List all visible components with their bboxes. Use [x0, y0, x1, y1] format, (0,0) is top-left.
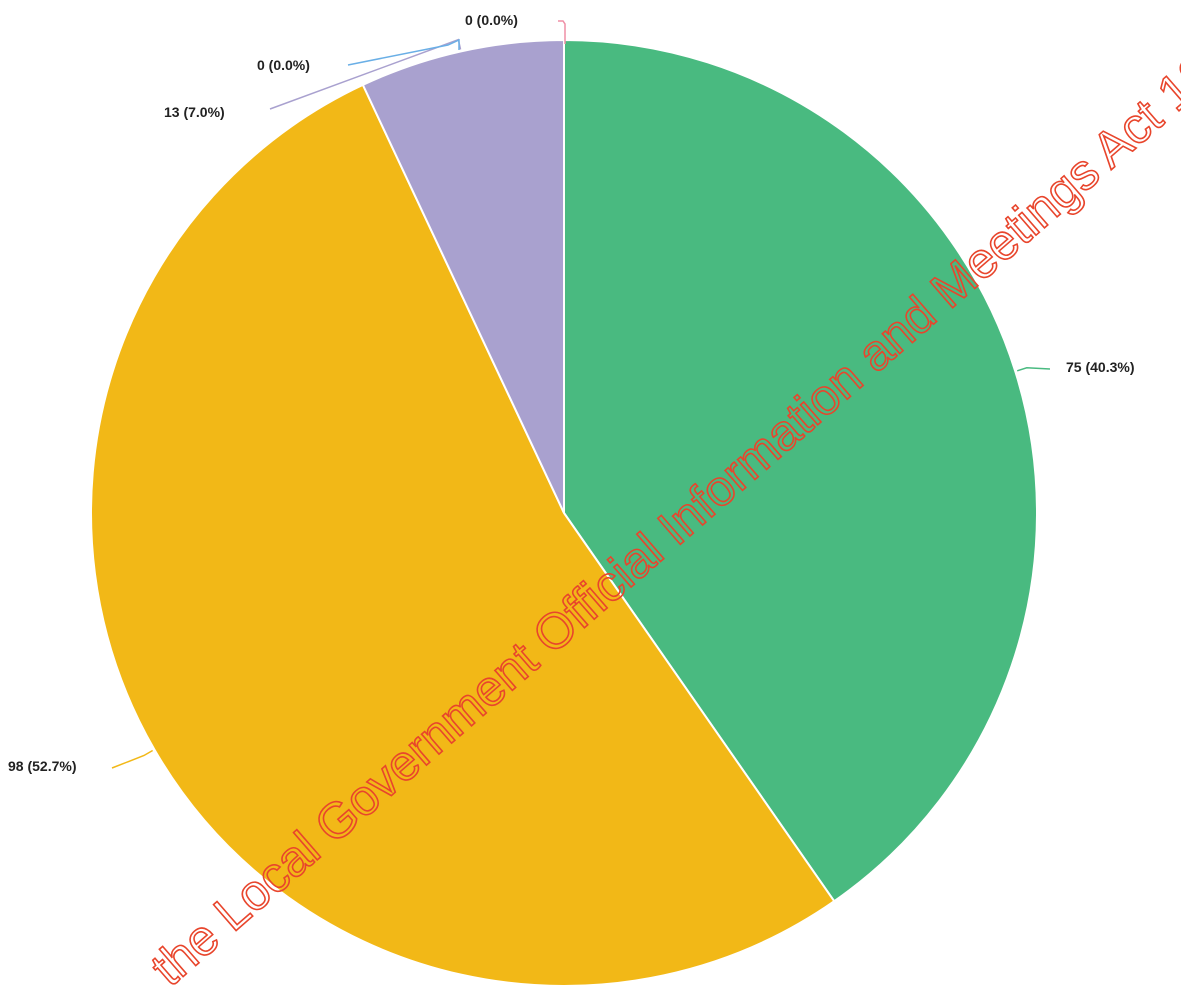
slice-label: 0 (0.0%) [257, 57, 310, 73]
label-leader-lines [111, 20, 1051, 769]
slice-label: 13 (7.0%) [164, 104, 225, 120]
leader-line [347, 38, 460, 66]
slice-label: 98 (52.7%) [8, 758, 76, 774]
pie-slice [90, 83, 836, 988]
leader-line [111, 749, 154, 769]
slice-label: 75 (40.3%) [1066, 359, 1134, 375]
slice-labels: 75 (40.3%) 98 (52.7%) 13 (7.0%) 0 (0.0%) 0 (… [8, 12, 1134, 774]
pie-slice [563, 38, 1038, 903]
pie-slices [90, 38, 1038, 988]
slice-label: 0 (0.0%) [465, 12, 518, 28]
leader-line [558, 20, 566, 44]
pie-slice [361, 38, 565, 514]
leader-line [1016, 367, 1051, 372]
